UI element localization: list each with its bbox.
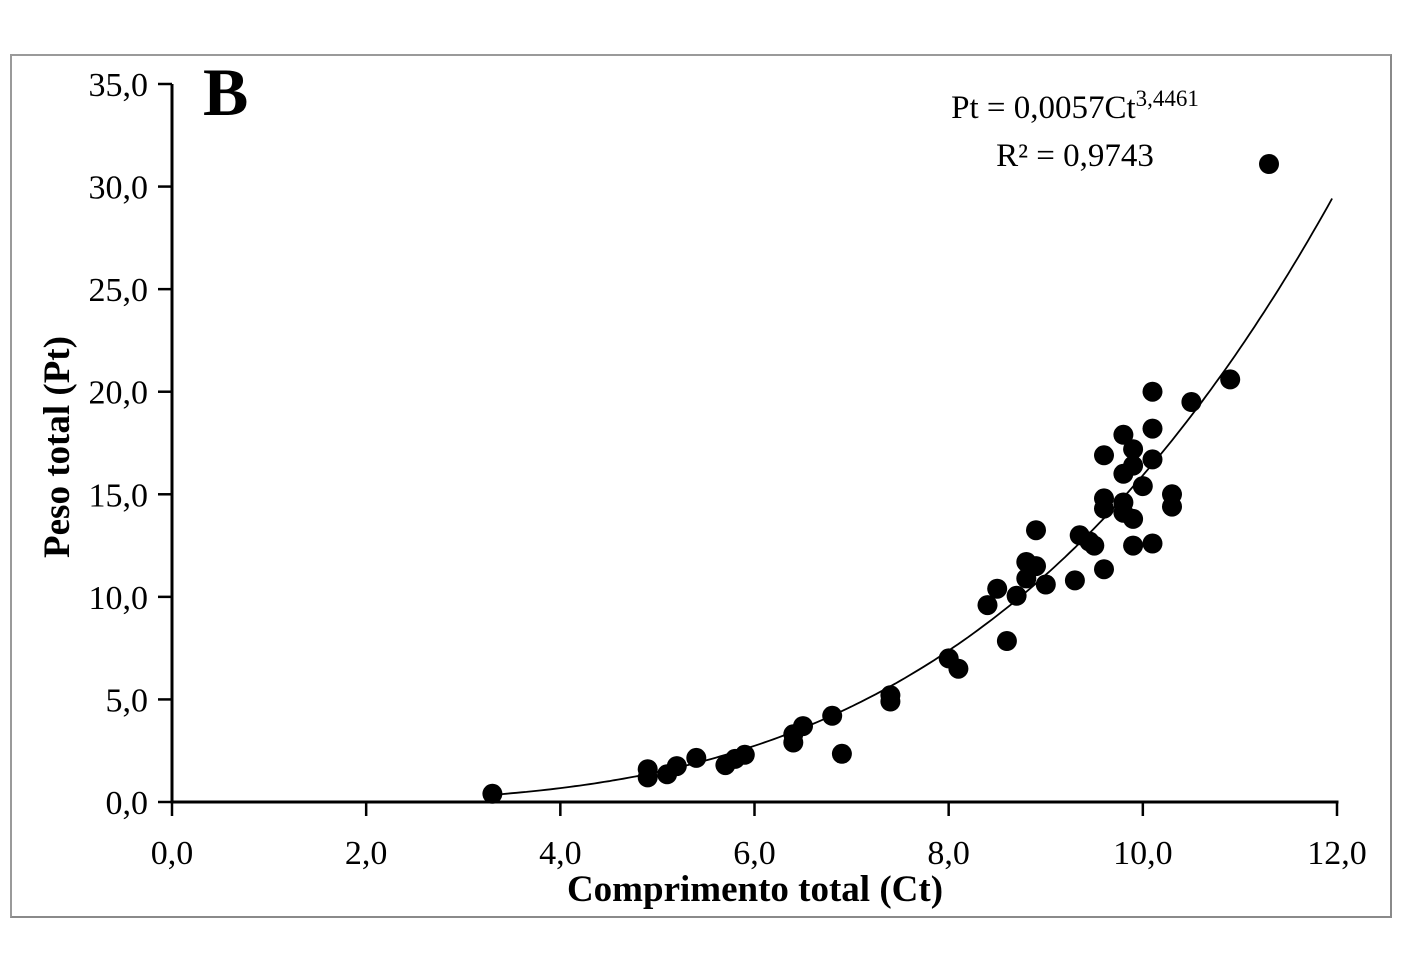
y-tick-label: 30,0: [89, 170, 149, 207]
y-tick-label: 10,0: [89, 580, 149, 617]
y-tick-label: 20,0: [89, 375, 149, 412]
data-point: [1026, 556, 1046, 577]
data-point: [1026, 520, 1046, 541]
y-tick-label: 25,0: [89, 272, 149, 309]
x-tick-label: 4,0: [539, 835, 582, 872]
x-tick-label: 10,0: [1113, 835, 1173, 872]
data-point: [1132, 476, 1153, 497]
x-tick-label: 8,0: [927, 835, 970, 872]
r-squared-value: R² = 0,9743: [996, 138, 1154, 174]
data-point: [1084, 535, 1105, 556]
data-point: [1123, 439, 1144, 460]
x-tick-label: 2,0: [345, 835, 388, 872]
panel-label: B: [203, 54, 249, 130]
data-point: [977, 595, 998, 616]
trendline-equation: Pt = 0,0057Ct3,4461: [951, 86, 1199, 126]
data-point: [686, 747, 707, 768]
data-point: [793, 716, 813, 737]
data-point: [1220, 369, 1241, 390]
data-point: [666, 756, 687, 777]
data-point: [1064, 570, 1085, 591]
chart-frame: [10, 54, 1392, 918]
trendline-curve: [492, 198, 1333, 796]
y-tick-label: 0,0: [106, 785, 149, 822]
data-point: [1006, 585, 1027, 606]
data-point: [1142, 381, 1163, 402]
data-point: [1094, 488, 1114, 509]
data-point: [1123, 535, 1144, 556]
data-point: [482, 783, 503, 804]
data-point: [822, 705, 843, 726]
equation-block: Pt = 0,0057Ct3,4461 R² = 0,9743: [875, 84, 1275, 180]
data-point: [1123, 508, 1144, 529]
x-tick-label: 0,0: [151, 835, 194, 872]
y-tick-label: 15,0: [89, 477, 149, 514]
data-point: [1259, 154, 1279, 174]
data-point: [1142, 533, 1163, 554]
data-point: [1181, 392, 1202, 412]
data-point: [1142, 449, 1163, 470]
equation-exponent: 3,4461: [1135, 86, 1199, 111]
data-point: [637, 759, 658, 780]
data-point: [1162, 484, 1182, 505]
data-point: [996, 631, 1017, 651]
x-axis-title: Comprimento total (Ct): [566, 869, 944, 910]
y-tick-label: 35,0: [89, 67, 149, 104]
data-point: [831, 743, 852, 764]
x-tick-label: 6,0: [733, 835, 776, 872]
data-point: [880, 685, 901, 706]
data-point: [1113, 424, 1134, 445]
data-point: [1142, 418, 1163, 439]
data-point: [1123, 455, 1144, 476]
data-point: [1094, 559, 1114, 580]
x-tick-label: 12,0: [1307, 835, 1367, 872]
data-point: [1113, 492, 1134, 513]
data-point: [1035, 574, 1056, 595]
data-point: [987, 578, 1008, 599]
y-axis-title: Peso total (Pt): [37, 336, 78, 558]
data-point: [1094, 445, 1114, 466]
data-point: [948, 658, 969, 679]
y-tick-label: 5,0: [106, 682, 149, 719]
data-point: [734, 744, 755, 765]
